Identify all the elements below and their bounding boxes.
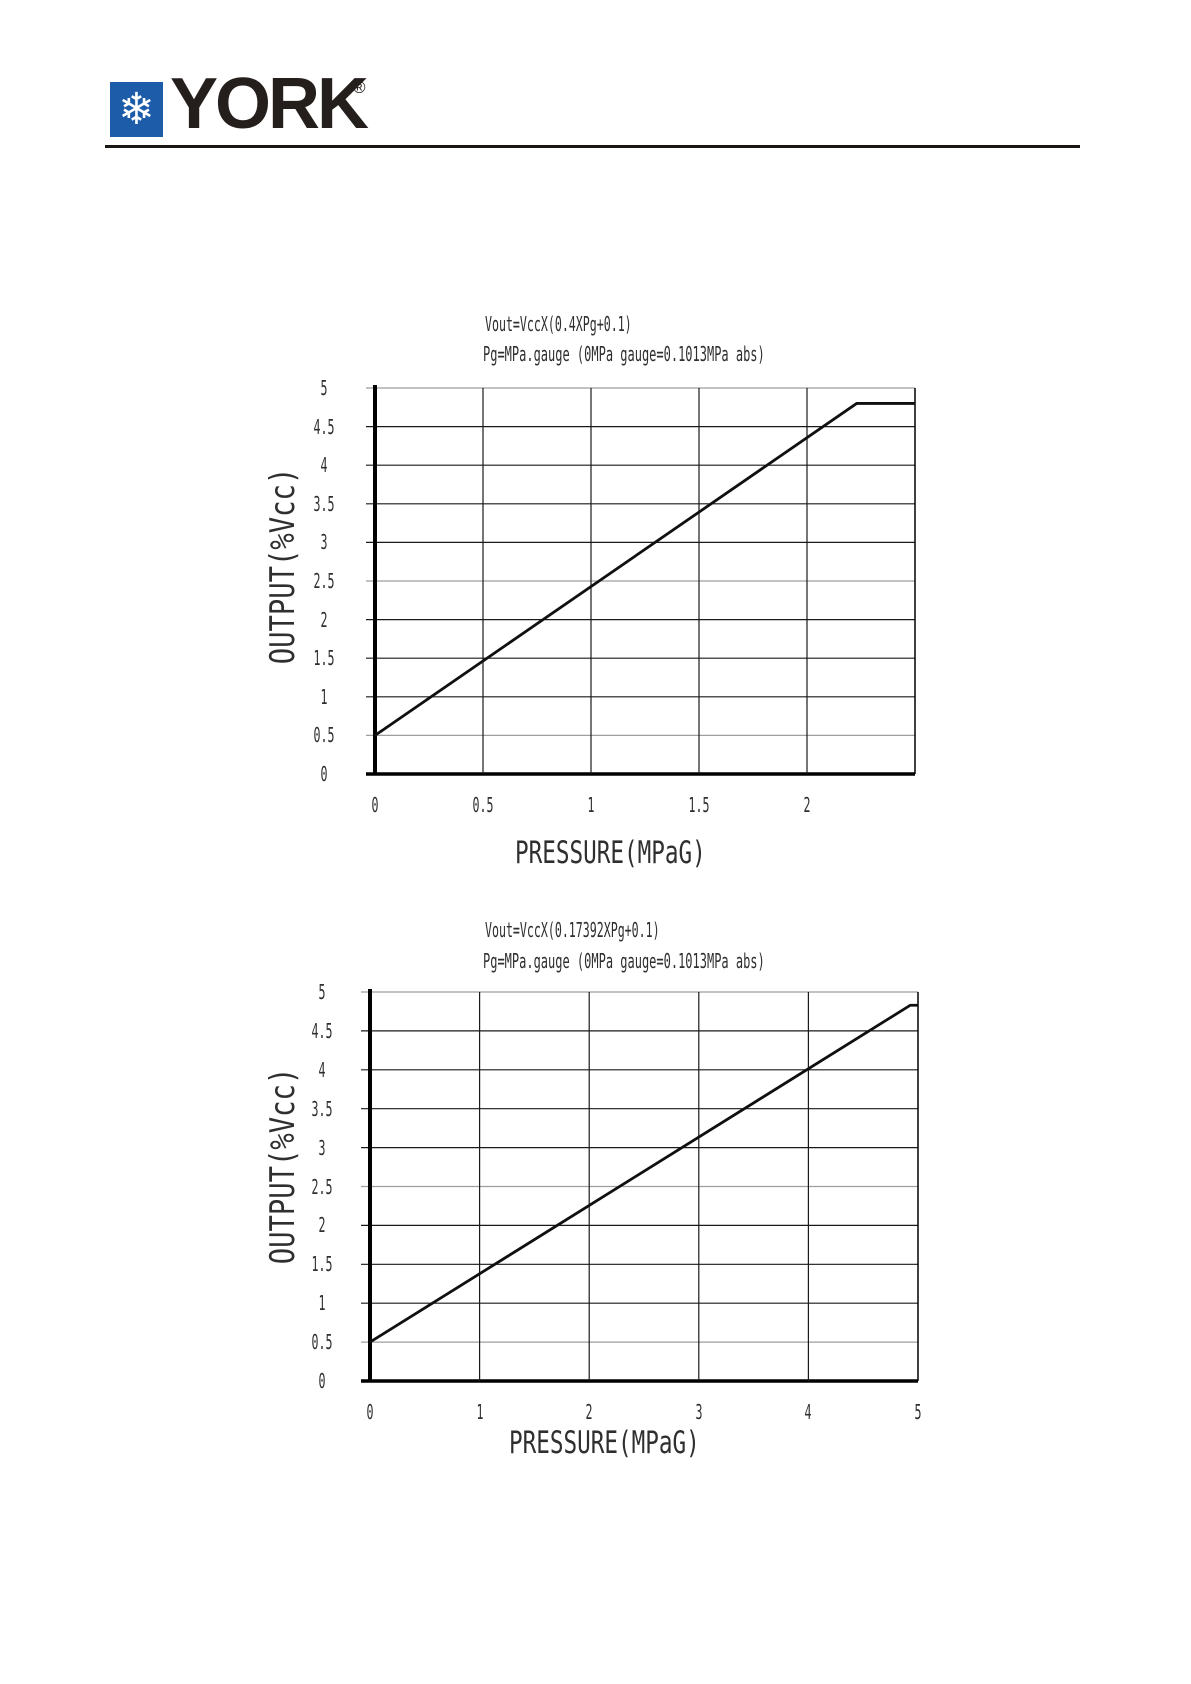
chart-1-x-tick-label: 0	[371, 793, 379, 817]
chart-2-y-tick-label: 2	[318, 1213, 326, 1238]
chart-1-x-tick-label: 2	[803, 793, 811, 817]
chart-1-y-axis-title: OUTPUT(%Vcc)	[263, 467, 303, 665]
chart-2-y-tick-label: 0	[318, 1369, 326, 1393]
chart-2-y-tick-label: 3.5	[311, 1096, 333, 1121]
snowflake-icon: ❄	[110, 82, 163, 137]
chart-1-series-output-vs-pressure	[374, 402, 915, 737]
chart-1-y-tick-label: 1	[320, 684, 328, 709]
chart-2-x-tick-label: 2	[585, 1400, 593, 1424]
chart-2-x-axis-title: PRESSURE(MPaG)	[509, 1425, 700, 1461]
chart-2-y-tick-label: 1.5	[311, 1252, 333, 1277]
chart-2-y-tick-label: 5	[318, 980, 326, 1004]
header-divider	[105, 145, 1080, 148]
chart-1-y-tick-label: 4.5	[313, 414, 335, 439]
snowflake-glyph: ❄	[118, 83, 155, 135]
chart-1-y-tick-label: 3	[320, 530, 328, 555]
chart-1-y-tick-label: 2	[320, 607, 328, 632]
chart-2-x-tick-label: 5	[914, 1400, 922, 1424]
chart-1-plot	[366, 385, 916, 776]
chart-2-y-tick-label: 4	[318, 1057, 326, 1082]
chart-2-subtitle: Pg=MPa.gauge (0MPa gauge=0.1013MPa abs)	[483, 949, 765, 973]
chart-2-x-tick-label: 1	[476, 1400, 484, 1424]
chart-1-y-tick-label: 0	[320, 762, 328, 786]
chart-1-x-tick-label: 1.5	[688, 793, 710, 817]
chart-1-y-tick-label: 5	[320, 376, 328, 400]
chart-2-x-tick-label: 3	[695, 1400, 703, 1424]
chart-2-x-tick-label: 0	[366, 1400, 374, 1424]
chart-1-y-tick-label: 1.5	[313, 646, 335, 671]
chart-1-x-tick-label: 1	[587, 793, 595, 817]
chart-2-x-tick-label: 4	[804, 1400, 812, 1424]
chart-1-x-tick-label: 0.5	[472, 793, 494, 817]
chart-1-y-tick-label: 3.5	[313, 491, 335, 516]
chart-1-subtitle: Pg=MPa.gauge (0MPa gauge=0.1013MPa abs)	[483, 342, 765, 366]
chart-2-y-axis-title: OUTPUT(%Vcc)	[263, 1067, 303, 1265]
chart-1-x-axis-title: PRESSURE(MPaG)	[515, 835, 706, 871]
chart-2-y-tick-label: 1	[318, 1291, 326, 1316]
chart-1-y-tick-label: 0.5	[313, 723, 335, 748]
chart-2-y-tick-label: 4.5	[311, 1018, 333, 1043]
chart-2-plot	[361, 989, 919, 1383]
registered-mark-icon: ®	[353, 78, 366, 97]
chart-2-series-output-vs-pressure	[369, 1003, 918, 1344]
chart-1-y-tick-label: 4	[320, 453, 328, 478]
chart-1-title: Vout=VccX(0.4XPg+0.1)	[485, 312, 632, 336]
brand-name: YORK	[170, 64, 369, 144]
chart-2-y-tick-label: 2.5	[311, 1174, 333, 1199]
chart-2-y-tick-label: 0.5	[311, 1330, 333, 1355]
chart-2-title: Vout=VccX(0.17392XPg+0.1)	[485, 918, 660, 942]
chart-1-y-tick-label: 2.5	[313, 569, 335, 593]
chart-2-y-tick-label: 3	[318, 1135, 326, 1160]
